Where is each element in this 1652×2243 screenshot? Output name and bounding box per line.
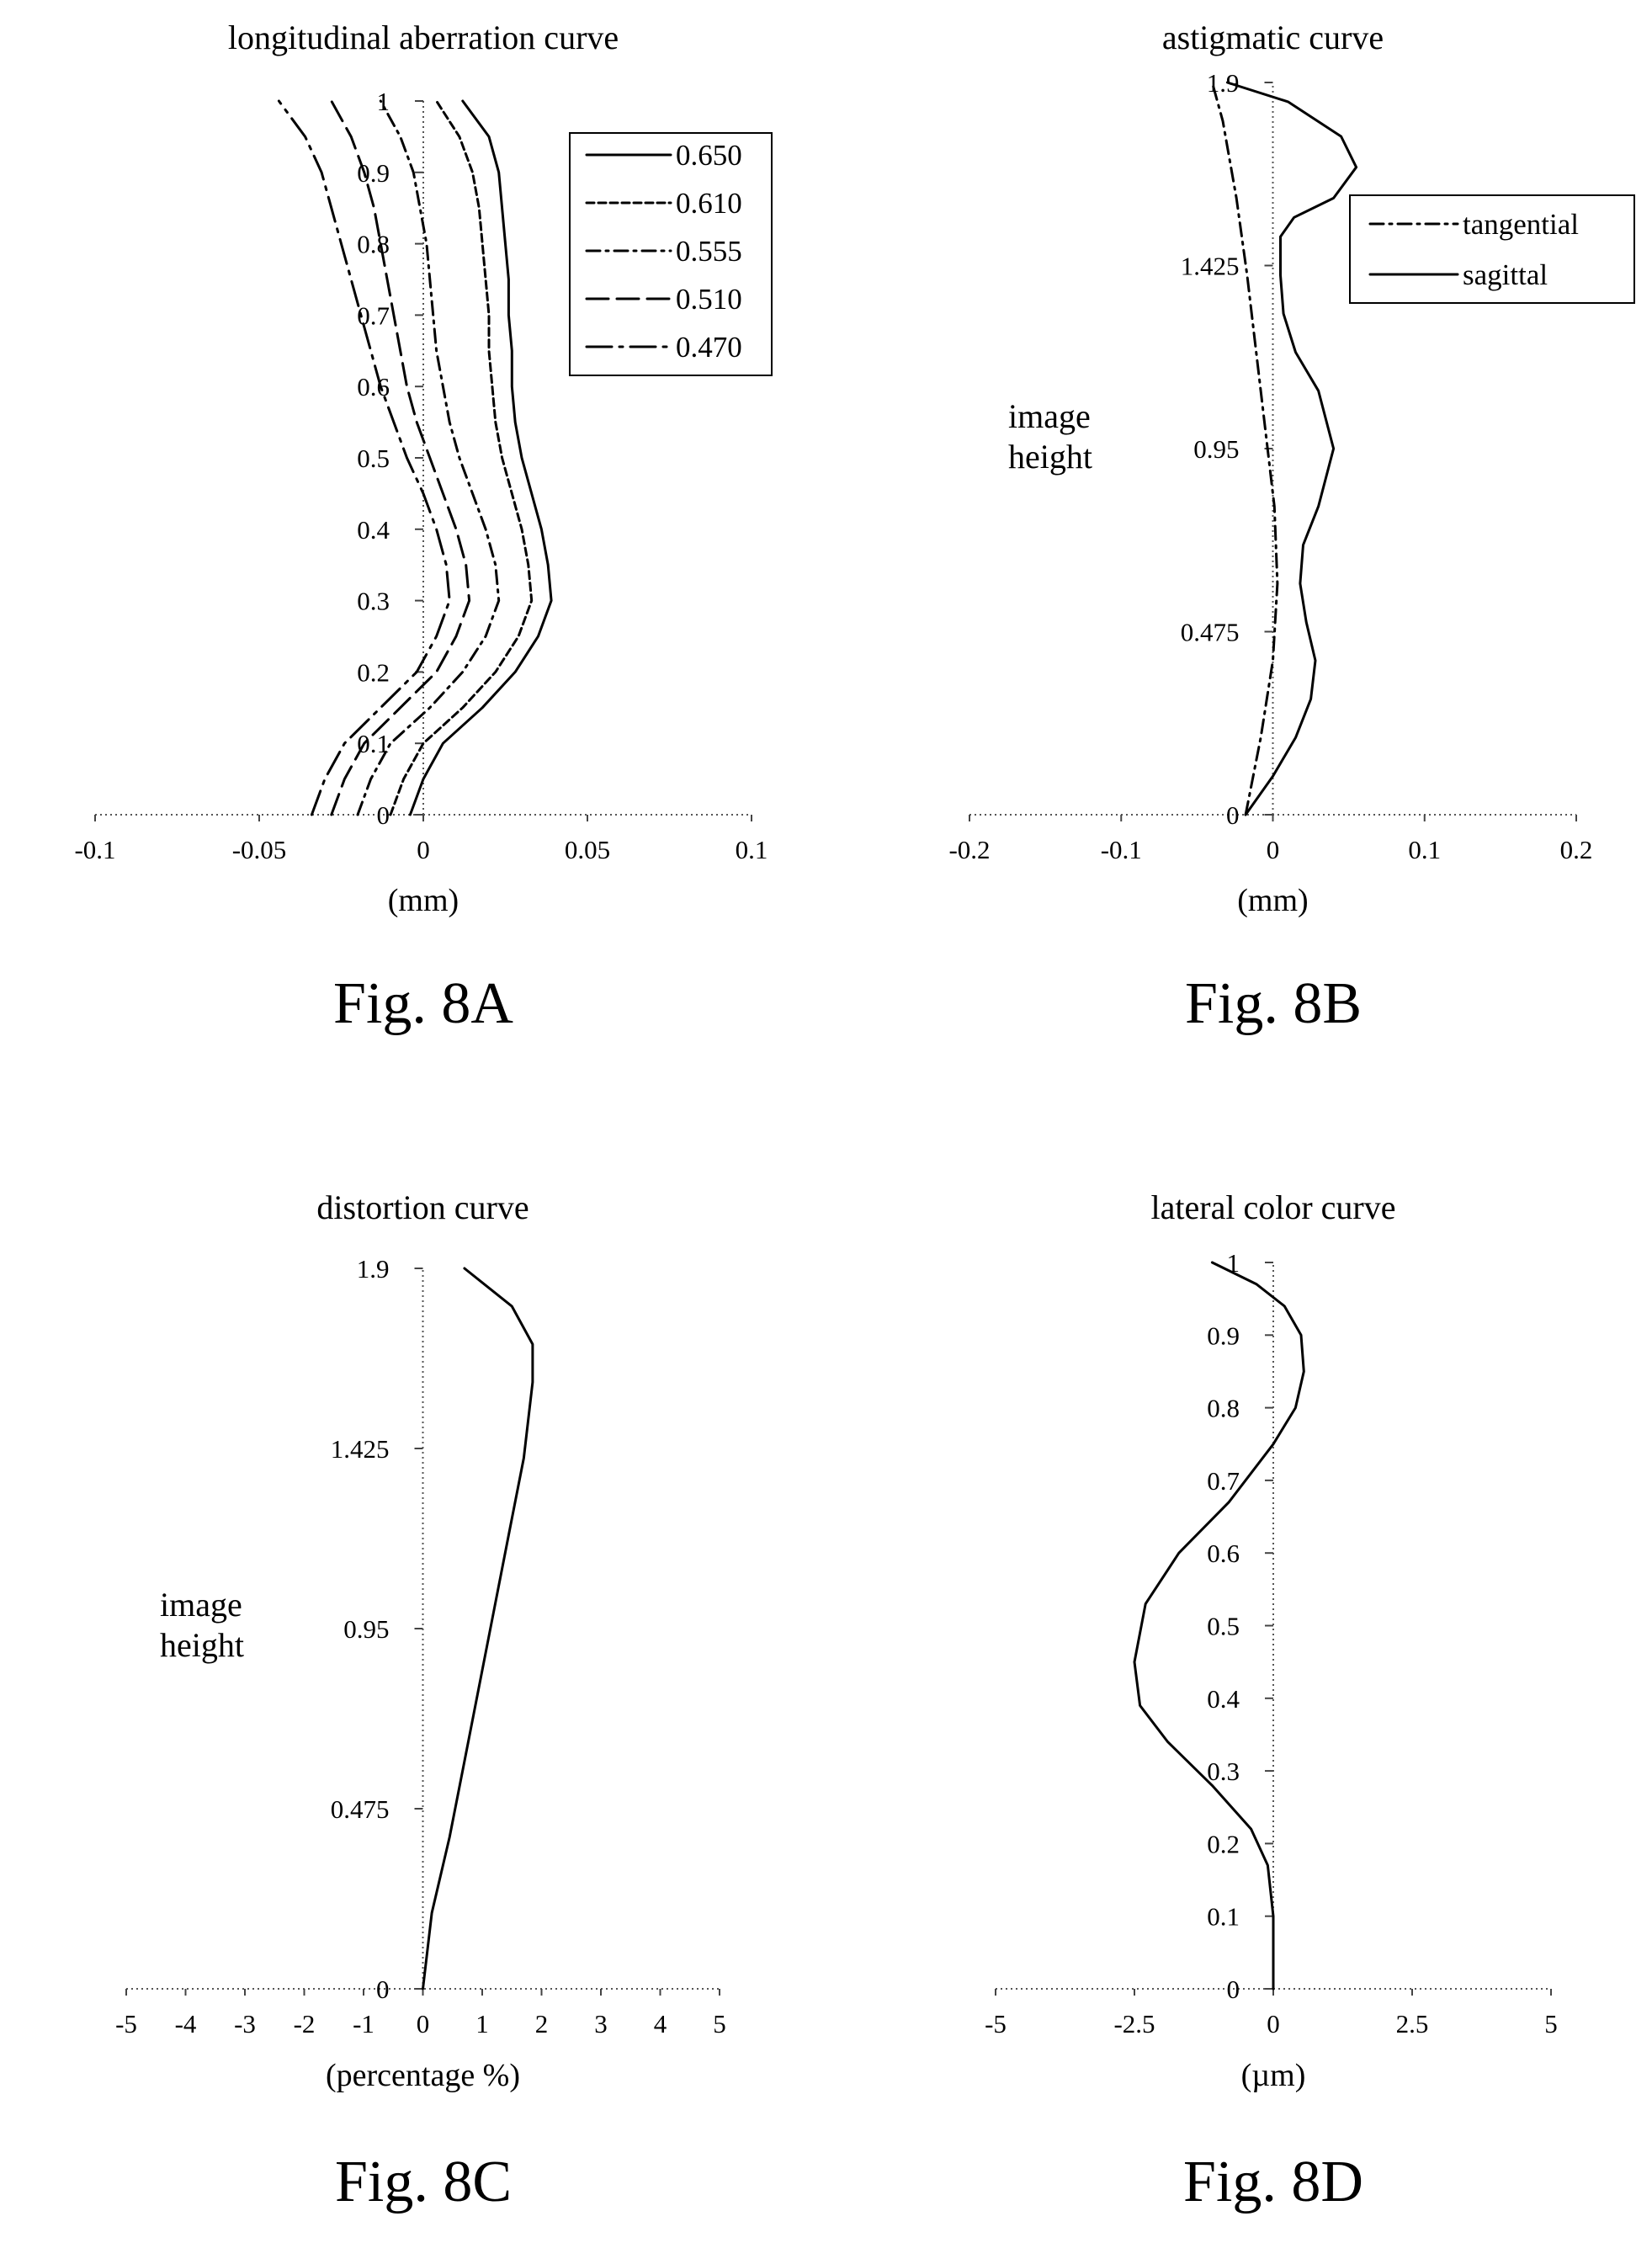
x-tick-label: -1 [353,2009,374,2038]
y-tick-label: 0.7 [1207,1466,1240,1496]
x-tick-label: -0.05 [232,835,287,864]
figure-caption: Fig. 8D [1183,2150,1363,2214]
x-tick-label: 5 [1544,2009,1558,2038]
chart-fig8d: lateral color curve -5 -2.5 0 2.5 5 0 0.1 0.2 0.3… [985,1188,1558,2214]
legend-entry: 0.555 [676,235,742,268]
x-tick-label: -0.1 [74,835,115,864]
legend-entry: tangential [1463,208,1579,241]
y-tick-label: 0.95 [1193,434,1239,464]
x-tick-label: -4 [175,2009,197,2038]
x-tick-label: 0 [417,835,430,864]
x-tick-label: -2 [294,2009,316,2038]
y-tick-label: 1.425 [1181,252,1240,281]
y-tick-label: 0.95 [343,1614,389,1644]
x-axis-label: (mm) [388,883,459,918]
series-line-1 [1133,1261,1305,1991]
y-tick-label: 0.8 [357,230,390,259]
x-tick-label: 0.1 [1408,835,1441,864]
series-line-1 [422,1267,534,1991]
x-tick-label: 2 [535,2009,549,2038]
y-tick-label: 0.475 [1181,618,1240,647]
series-line-0-650 [408,99,553,816]
y-tick-label: 1 [377,87,390,116]
series-line-0-610 [389,99,534,816]
y-tick-label: 0 [377,800,390,830]
legend-entry: 0.470 [676,331,742,364]
series-line-sagittal [1225,81,1358,816]
y-tick-label: 1.9 [1207,68,1240,98]
y-axis-label: image height [1008,397,1092,476]
x-axis-label: (µm) [1241,2058,1306,2093]
y-tick-label: 0.1 [1207,1902,1240,1932]
x-tick-label: 0.2 [1560,835,1593,864]
series-line-tangential [1210,81,1279,816]
chart-title: lateral color curve [1151,1188,1396,1226]
y-tick-label: 0 [1226,800,1240,830]
y-tick-label: 0.9 [357,158,390,188]
figure-caption: Fig. 8A [333,971,513,1036]
x-tick-label: 0 [1267,2009,1280,2038]
legend-entry: 0.510 [676,283,742,316]
chart-title: longitudinal aberration curve [228,19,619,56]
x-tick-label: -0.2 [948,835,990,864]
legend-box [1349,194,1635,304]
y-tick-label: 0.4 [1207,1684,1240,1714]
chart-title: astigmatic curve [1162,19,1384,56]
x-tick-label: 0 [1267,835,1280,864]
x-tick-label: -3 [234,2009,256,2038]
legend-entry: 0.610 [676,187,742,220]
y-tick-label: 0.5 [1207,1612,1240,1641]
y-tick-label: 0.2 [357,657,390,687]
x-tick-label: -0.1 [1101,835,1142,864]
legend-entry: 0.650 [676,139,742,172]
legend-box [569,132,773,376]
x-tick-label: -2.5 [1113,2009,1155,2038]
chart-fig8b: astigmatic curve -0.2 -0.1 0 0.1 0.2 0 0.475 0.9… [948,19,1635,1036]
x-tick-label: 0 [417,2009,430,2038]
legend: 0.650 0.610 0.555 0.510 0.470 [569,132,773,376]
y-tick-label: 0 [1227,1975,1240,2004]
chart-title: distortion curve [316,1188,529,1226]
x-tick-label: 5 [713,2009,726,2038]
x-tick-label: -5 [115,2009,137,2038]
series-line-0-510 [330,99,471,816]
y-tick-label: 0.5 [357,444,390,473]
x-tick-label: 0.1 [736,835,768,864]
chart-fig8c: distortion curve-5 -4 -3 -2 -1 0 1 2 3 4 500.4750.… [115,1188,726,2214]
series-line-0-555 [356,99,501,816]
y-tick-label: 1.425 [331,1434,390,1464]
legend: tangential sagittal [1349,194,1635,304]
y-tick-label: 0.6 [1207,1539,1240,1568]
y-tick-label: 0.475 [331,1794,390,1824]
y-tick-label: 0.2 [1207,1829,1240,1858]
y-tick-label: 0.3 [357,587,390,616]
x-tick-label: 1 [475,2009,489,2038]
x-axis-label: (mm) [1237,883,1308,918]
y-tick-label: 0.8 [1207,1394,1240,1423]
x-axis-label: (percentage %) [326,2058,520,2093]
legend-entry: sagittal [1463,258,1548,291]
x-tick-label: -5 [985,2009,1007,2038]
figure-caption: Fig. 8C [335,2150,512,2214]
y-axis-label: image height [160,1586,244,1664]
figure-caption: Fig. 8B [1185,971,1362,1036]
x-tick-label: 4 [654,2009,667,2038]
series-line-0-470 [277,99,451,816]
x-tick-label: 2.5 [1396,2009,1429,2038]
x-tick-label: 0.05 [565,835,610,864]
y-tick-label: 0 [376,1975,390,2004]
x-tick-label: 3 [594,2009,608,2038]
y-tick-label: 0.3 [1207,1757,1240,1786]
y-tick-label: 1.9 [357,1254,390,1284]
chart-fig8a: longitudinal aberration curve-0.1 -0.05 0 0… [74,19,773,1036]
y-tick-label: 0.4 [357,515,390,545]
y-tick-label: 0.9 [1207,1321,1240,1350]
